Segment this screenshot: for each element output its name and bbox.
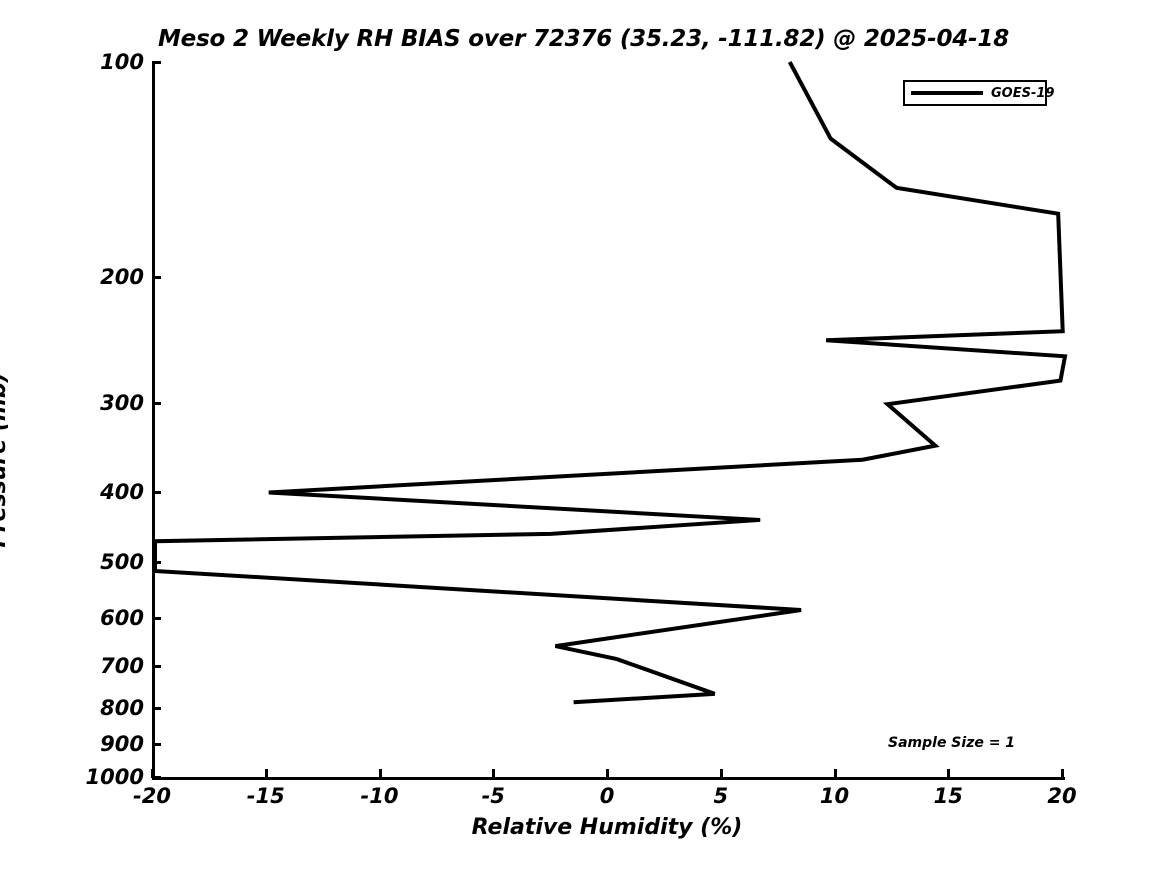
y-axis-tick-300: 300 <box>100 391 144 416</box>
y-tickmark <box>152 617 161 621</box>
y-axis-tick-400: 400 <box>100 480 144 505</box>
y-axis-tick-600: 600 <box>100 606 144 631</box>
legend: GOES-19 <box>903 80 1054 106</box>
data-line-layer <box>153 61 1068 705</box>
x-axis-tick-neg20: -20 <box>133 784 171 808</box>
x-tickmark <box>833 769 837 778</box>
x-tickmark <box>947 769 951 778</box>
x-tickmark <box>151 769 154 778</box>
y-axis-tick-100: 100 <box>100 50 144 74</box>
x-axis-tick-neg5: -5 <box>481 784 505 808</box>
x-axis-tick-neg15: -15 <box>246 784 285 808</box>
y-tickmark <box>152 276 161 280</box>
chart-title: Meso 2 Weekly RH BIAS over 72376 (35.23,… <box>157 26 1010 52</box>
y-tickmark <box>152 402 161 406</box>
x-tickmark <box>606 769 609 778</box>
x-axis-tick-10: 10 <box>819 784 850 808</box>
x-axis-tick-20: 20 <box>1047 784 1077 808</box>
x-axis-label: Relative Humidity (%) <box>471 815 743 840</box>
x-tickmark <box>492 769 496 778</box>
x-tickmark <box>264 769 268 778</box>
y-axis-tick-1000: 1000 <box>85 765 144 789</box>
data-line-goes-19 <box>153 61 1068 705</box>
y-axis-tick-200: 200 <box>100 265 144 290</box>
x-axis-tick-neg10: -10 <box>360 784 399 808</box>
y-tickmark <box>152 706 161 710</box>
legend-label-goes-19: GOES-19 <box>991 85 1055 101</box>
y-tickmark <box>152 665 161 669</box>
y-axis-tick-500: 500 <box>100 549 144 574</box>
y-axis-tick-labels: 100 200 300 400 500 600 700 800 900 1000 <box>0 0 144 875</box>
x-axis-tick-0: 0 <box>599 784 615 808</box>
y-tickmark <box>152 743 161 747</box>
plot-area <box>152 61 1068 780</box>
y-tickmark <box>152 61 161 64</box>
y-axis-tick-900: 900 <box>100 732 144 757</box>
y-tickmark <box>152 776 161 779</box>
legend-line-swatch-goes-19 <box>911 91 983 95</box>
x-tickmark <box>719 769 723 778</box>
x-tickmark <box>378 769 382 778</box>
x-axis-tick-5: 5 <box>713 784 729 808</box>
y-tickmark <box>152 491 161 495</box>
y-axis-tick-700: 700 <box>100 654 144 679</box>
y-axis-tick-800: 800 <box>100 695 144 720</box>
x-axis-tick-15: 15 <box>933 784 963 808</box>
sample-size-annotation: Sample Size = 1 <box>888 735 1016 751</box>
y-tickmark <box>152 560 161 564</box>
x-tickmark <box>1061 769 1064 778</box>
